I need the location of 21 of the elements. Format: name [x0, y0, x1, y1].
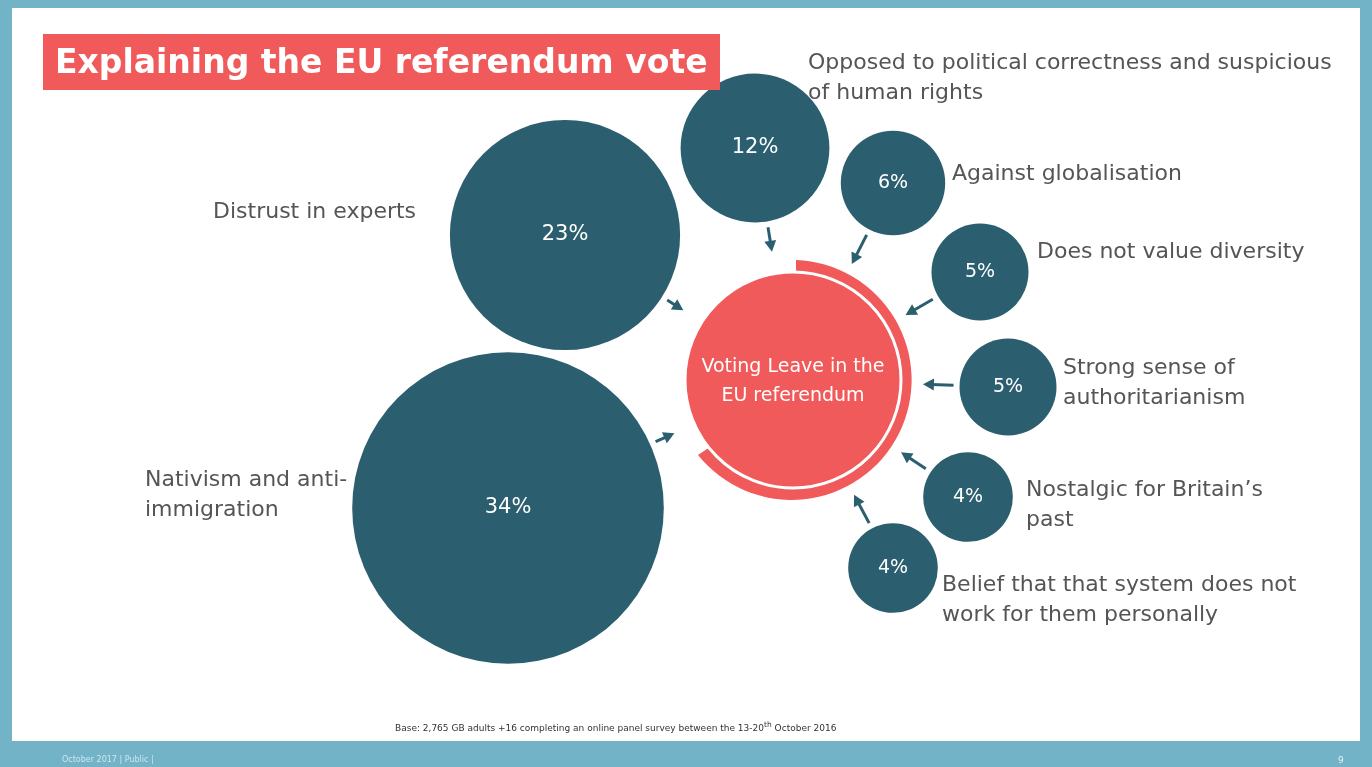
text: 9 — [1338, 755, 1344, 765]
text: October 2017 | Public | — [62, 755, 154, 764]
category-label: Against globalisation — [952, 159, 1183, 187]
category-label: Nativism and anti-immigration — [145, 465, 349, 523]
data-label: 4% — [952, 483, 984, 506]
data-label: 12% — [731, 134, 779, 159]
category-label: Nostalgic for Britain’s past — [1026, 475, 1264, 533]
data-label: 23% — [541, 221, 589, 246]
data-label: 5% — [992, 373, 1024, 396]
text: Voting Leave in the EU referendum — [700, 353, 886, 407]
data-label: 5% — [964, 258, 996, 281]
category-label: Strong sense of authoritarianism — [1063, 353, 1247, 411]
data-label: 6% — [877, 169, 909, 192]
text: Explaining the EU referendum vote — [43, 34, 720, 90]
category-label: Does not value diversity — [1037, 237, 1306, 265]
category-label: Belief that that system does not work for them personally — [942, 570, 1298, 628]
data-label: 4% — [877, 554, 909, 577]
category-label: Distrust in experts — [213, 197, 418, 225]
data-label: 34% — [484, 494, 532, 519]
category-label: Opposed to political correctness and suspicious of human rights — [808, 48, 1333, 106]
text: Base: 2,765 GB adults +16 completing an online panel survey between the 13-20$^{th}$ October 2016 — [395, 720, 837, 733]
